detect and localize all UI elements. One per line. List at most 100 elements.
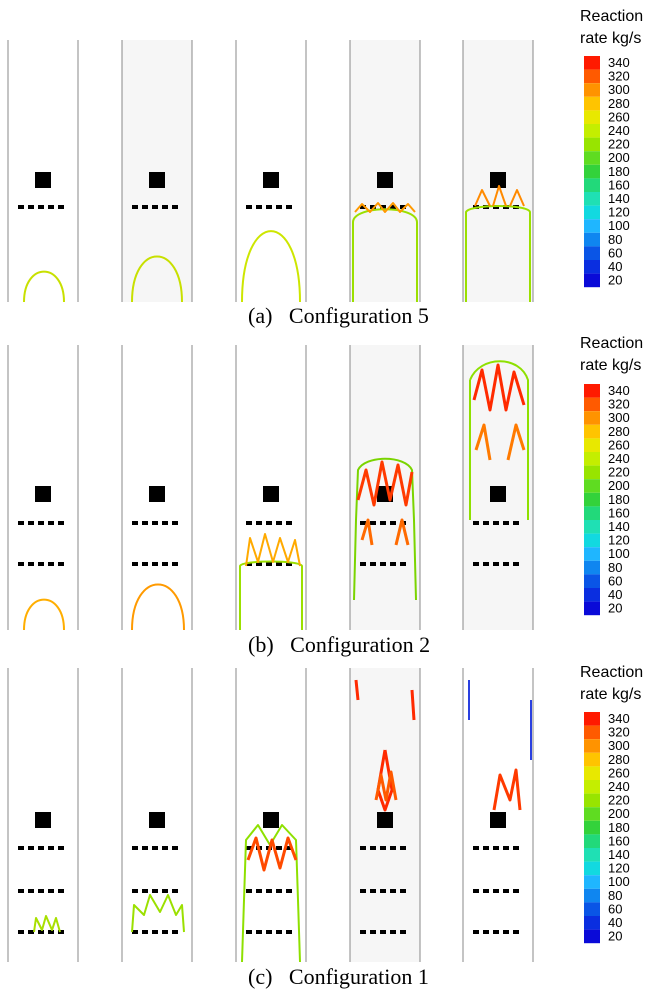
flame-front xyxy=(131,583,185,631)
colorbar-tick-label: 240 xyxy=(608,123,630,138)
colorbar-tick-label: 20 xyxy=(608,601,622,616)
colorbar-swatch xyxy=(584,916,600,930)
flame-front xyxy=(469,360,529,520)
flame-front xyxy=(474,185,525,207)
colorbar-tick-label: 120 xyxy=(608,861,630,876)
colorbar-swatch xyxy=(584,506,600,520)
obstacle-block xyxy=(263,172,279,188)
colorbar-tick-label: 100 xyxy=(608,546,630,561)
colorbar-swatch xyxy=(584,137,600,152)
colorbar-tick-label: 160 xyxy=(608,505,630,520)
colorbar-swatch xyxy=(584,574,600,588)
colorbar-tick-label: 80 xyxy=(608,232,622,247)
obstacle-block xyxy=(490,486,506,502)
colorbar-swatch xyxy=(584,875,600,889)
colorbar-tick-label: 260 xyxy=(608,437,630,452)
legend-title-line2: rate kg/s xyxy=(580,357,642,374)
colorbar-tick-label: 320 xyxy=(608,725,630,740)
colorbar-tick-label: 220 xyxy=(608,793,630,808)
colorbar-tick-label: 200 xyxy=(608,150,630,165)
flame-front xyxy=(131,255,183,303)
colorbar-tick-label: 320 xyxy=(608,397,630,412)
colorbar-swatch xyxy=(584,861,600,876)
sim-panel xyxy=(235,668,307,962)
legend-title-line2: rate kg/s xyxy=(580,686,642,703)
sim-panel xyxy=(235,40,307,302)
obstacle-block xyxy=(377,172,393,188)
flame-front xyxy=(374,770,398,802)
colorbar-tick-label: 120 xyxy=(608,205,630,220)
colorbar-swatch xyxy=(584,192,600,206)
colorbar-swatch xyxy=(584,725,600,740)
legend-title-a: Reaction rate kg/s xyxy=(580,6,654,50)
flame-front xyxy=(352,208,418,302)
colorbar-swatch xyxy=(584,601,600,616)
colorbar-swatch xyxy=(584,438,600,452)
flame-front xyxy=(246,836,298,872)
flame-front xyxy=(131,894,185,933)
colorbar-swatch xyxy=(584,780,600,794)
colorbar-tick-label: 20 xyxy=(608,929,622,944)
colorbar-tick-label: 240 xyxy=(608,779,630,794)
obstacle-block xyxy=(35,812,51,828)
colorbar-swatch xyxy=(584,465,600,480)
sim-panel xyxy=(462,40,534,302)
colorbar-tick-label: 300 xyxy=(608,738,630,753)
sim-panel xyxy=(462,668,534,962)
colorbar-tick-label: 220 xyxy=(608,465,630,480)
colorbar-tick-label: 340 xyxy=(608,55,630,70)
obstacle-block xyxy=(149,812,165,828)
flame-front xyxy=(353,457,417,601)
obstacle-block xyxy=(377,812,393,828)
sim-panel xyxy=(7,668,79,962)
colorbar-tick-label: 140 xyxy=(608,191,630,206)
flame-front xyxy=(465,205,531,302)
colorbar-swatch xyxy=(584,492,600,507)
colorbar-swatch xyxy=(584,246,600,260)
colorbar-tick-label: 80 xyxy=(608,560,622,575)
obstacle-block xyxy=(263,812,279,828)
flame-front xyxy=(468,680,532,760)
colorbar-tick-label: 260 xyxy=(608,765,630,780)
colorbar-swatch xyxy=(584,820,600,835)
colorbar-tick-label: 340 xyxy=(608,711,630,726)
row-0 xyxy=(7,40,534,302)
colorbar-swatch xyxy=(584,260,600,274)
sim-panel xyxy=(121,40,193,302)
colorbar-tick-label: 60 xyxy=(608,245,622,260)
colorbar-swatch xyxy=(584,96,600,111)
sim-panel xyxy=(121,345,193,630)
flame-front xyxy=(354,202,416,213)
flame-front xyxy=(245,533,301,567)
flame-front xyxy=(241,230,301,303)
legend-title-line1: Reaction xyxy=(580,8,644,25)
caption-c: (c) Configuration 1 xyxy=(248,964,429,989)
colorbar-tick-label: 160 xyxy=(608,177,630,192)
colorbar-swatch xyxy=(584,834,600,848)
colorbar-tick-label: 160 xyxy=(608,833,630,848)
colorbar-swatch xyxy=(584,588,600,602)
colorbar-swatch xyxy=(584,560,600,575)
colorbar-swatch xyxy=(584,384,600,398)
colorbar-tick-label: 20 xyxy=(608,273,622,288)
colorbar-tick-label: 180 xyxy=(608,820,630,835)
colorbar-swatch xyxy=(584,793,600,808)
colorbar-swatch xyxy=(584,397,600,412)
colorbar-tick-label: 340 xyxy=(608,383,630,398)
flame-front xyxy=(33,915,61,933)
colorbar-swatch xyxy=(584,807,600,821)
colorbar-swatch xyxy=(584,83,600,97)
colorbar-tick-label: 100 xyxy=(608,218,630,233)
sim-panel xyxy=(462,345,534,630)
sim-panel xyxy=(349,668,421,962)
colorbar-tick-label: 200 xyxy=(608,478,630,493)
colorbar-swatch xyxy=(584,739,600,753)
colorbar-tick-label: 60 xyxy=(608,573,622,588)
colorbar-swatch xyxy=(584,888,600,903)
colorbar-tick-label: 220 xyxy=(608,137,630,152)
flame-front xyxy=(360,518,410,546)
panel-background xyxy=(350,40,420,302)
colorbar-tick-label: 140 xyxy=(608,519,630,534)
